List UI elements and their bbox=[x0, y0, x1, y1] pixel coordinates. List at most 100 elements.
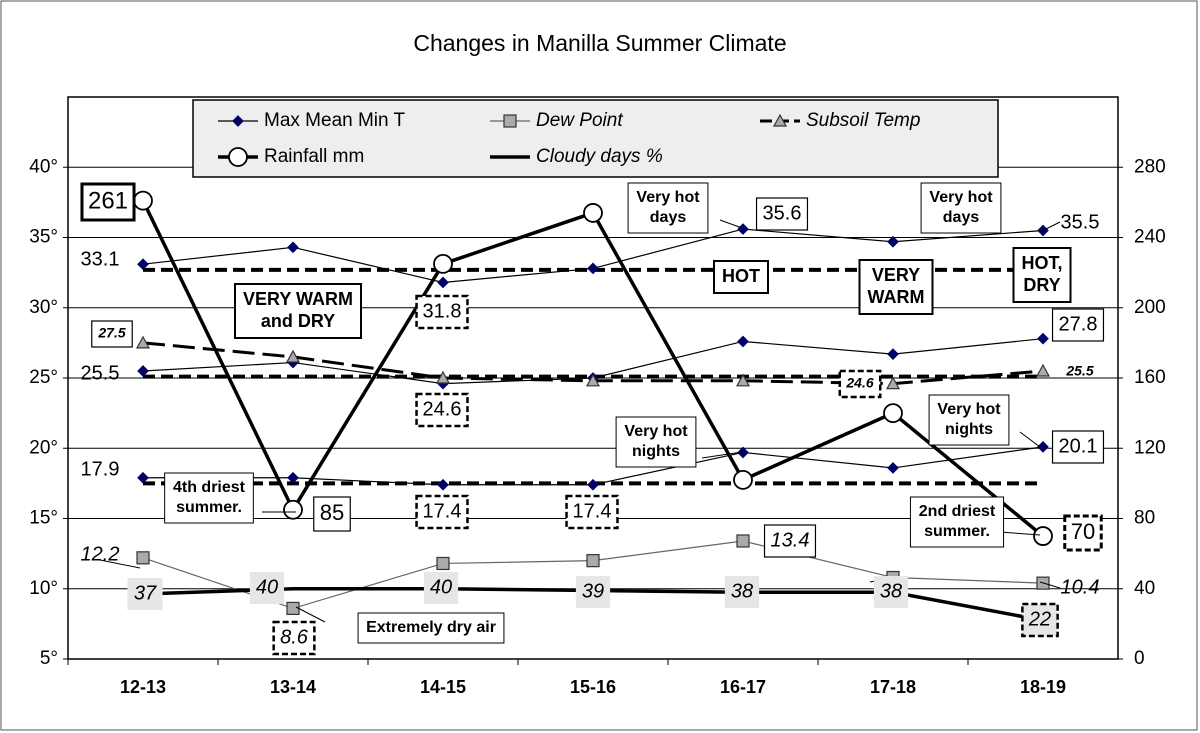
y2-tick-label: 40 bbox=[1134, 578, 1155, 599]
label-box bbox=[415, 294, 469, 330]
data-point bbox=[433, 253, 453, 274]
y-tick-label: 5° bbox=[40, 648, 58, 669]
annotation: HOT, bbox=[1021, 253, 1062, 273]
y2-tick-label: 240 bbox=[1134, 227, 1166, 248]
data-label: 24.6 bbox=[423, 398, 462, 420]
legend-marker bbox=[232, 115, 244, 127]
annotation: Very hot bbox=[929, 189, 993, 206]
annotation: VERY bbox=[872, 265, 920, 285]
annotation: DRY bbox=[1023, 275, 1060, 295]
legend-label: Subsoil Temp bbox=[806, 110, 920, 131]
y-tick-label: 40° bbox=[29, 156, 58, 177]
connector bbox=[295, 606, 326, 623]
data-label: 27.5 bbox=[97, 325, 125, 341]
legend-marker bbox=[772, 113, 788, 127]
legend-label: Max Mean Min T bbox=[264, 110, 406, 131]
y-tick-label: 30° bbox=[29, 297, 58, 318]
plot-area bbox=[67, 96, 1119, 660]
x-tick-label: 17-18 bbox=[870, 677, 916, 697]
annotation-box bbox=[920, 182, 1002, 234]
connector bbox=[99, 559, 141, 569]
legend bbox=[192, 99, 999, 178]
data-label: 31.8 bbox=[423, 300, 462, 322]
annotation-box bbox=[1012, 247, 1072, 303]
data-point bbox=[1037, 440, 1049, 453]
label-box bbox=[127, 578, 163, 610]
data-point bbox=[586, 554, 600, 568]
connector bbox=[1039, 221, 1061, 233]
annotation-box bbox=[357, 612, 505, 644]
annotation: VERY WARM bbox=[243, 289, 353, 309]
data-label: 20.1 bbox=[1059, 435, 1098, 457]
annotation: Very hot bbox=[937, 401, 1001, 418]
label-box bbox=[249, 572, 285, 604]
data-label: 85 bbox=[320, 500, 344, 525]
data-label: 37 bbox=[134, 582, 157, 604]
data-point bbox=[287, 471, 299, 484]
legend-label: Rainfall mm bbox=[264, 146, 364, 167]
data-point bbox=[137, 365, 149, 377]
annotation: WARM bbox=[868, 287, 925, 307]
data-label: 35.6 bbox=[763, 202, 802, 224]
data-label: 12.2 bbox=[81, 543, 120, 565]
data-label: 25.5 bbox=[1065, 363, 1093, 379]
chart-title: Changes in Manilla Summer Climate bbox=[413, 30, 786, 56]
data-label: 27.8 bbox=[1059, 313, 1098, 335]
y-tick-label: 20° bbox=[29, 437, 58, 458]
legend-marker bbox=[503, 114, 517, 128]
y-tick-label: 35° bbox=[29, 227, 58, 248]
y-tick-label: 25° bbox=[29, 367, 58, 388]
x-tick-label: 15-16 bbox=[570, 677, 616, 697]
y2-tick-label: 0 bbox=[1134, 648, 1145, 669]
x-tick-label: 14-15 bbox=[420, 677, 466, 697]
label-box bbox=[838, 369, 882, 399]
annotation: summer. bbox=[176, 499, 242, 516]
x-tick-label: 13-14 bbox=[270, 677, 316, 697]
annotation: Very hot bbox=[624, 423, 688, 440]
connector bbox=[999, 531, 1041, 536]
annotation: and DRY bbox=[261, 311, 335, 331]
data-point bbox=[1037, 332, 1049, 345]
data-point bbox=[285, 349, 301, 363]
y2-tick-label: 200 bbox=[1134, 297, 1166, 318]
x-tick-label: 16-17 bbox=[720, 677, 766, 697]
label-box bbox=[80, 182, 136, 222]
label-box bbox=[873, 576, 909, 608]
data-point bbox=[887, 462, 899, 474]
data-point bbox=[437, 276, 449, 289]
data-label: 33.1 bbox=[81, 248, 120, 270]
data-point bbox=[887, 348, 899, 360]
data-label: 70 bbox=[1071, 519, 1095, 544]
data-point bbox=[135, 335, 151, 349]
label-box bbox=[423, 572, 459, 604]
label-box bbox=[415, 494, 469, 530]
legend-label: Dew Point bbox=[536, 110, 623, 131]
data-label: 22 bbox=[1028, 608, 1051, 630]
annotation: Very hot bbox=[636, 189, 700, 206]
data-point bbox=[1035, 363, 1051, 377]
data-label: 40 bbox=[430, 576, 452, 598]
annotation-box bbox=[928, 394, 1010, 446]
x-tick-label: 18-19 bbox=[1020, 677, 1066, 697]
data-point bbox=[137, 258, 149, 271]
y2-tick-label: 80 bbox=[1134, 508, 1155, 529]
data-label: 8.6 bbox=[280, 626, 309, 648]
annotation-box bbox=[713, 260, 769, 294]
label-box bbox=[272, 620, 316, 656]
data-point bbox=[137, 471, 149, 484]
data-point bbox=[737, 446, 749, 459]
label-box bbox=[415, 392, 469, 428]
annotation: nights bbox=[945, 421, 993, 438]
annotation: nights bbox=[632, 443, 680, 460]
y-tick-label: 10° bbox=[29, 578, 58, 599]
data-label: 38 bbox=[880, 580, 902, 602]
annotation-box bbox=[615, 416, 697, 468]
data-label: 39 bbox=[582, 580, 604, 602]
label-box bbox=[763, 524, 817, 558]
data-label: 17.4 bbox=[423, 500, 462, 522]
data-label: 10.4 bbox=[1061, 576, 1100, 598]
data-point bbox=[133, 190, 153, 211]
data-point bbox=[583, 203, 603, 223]
legend-marker bbox=[228, 147, 248, 167]
